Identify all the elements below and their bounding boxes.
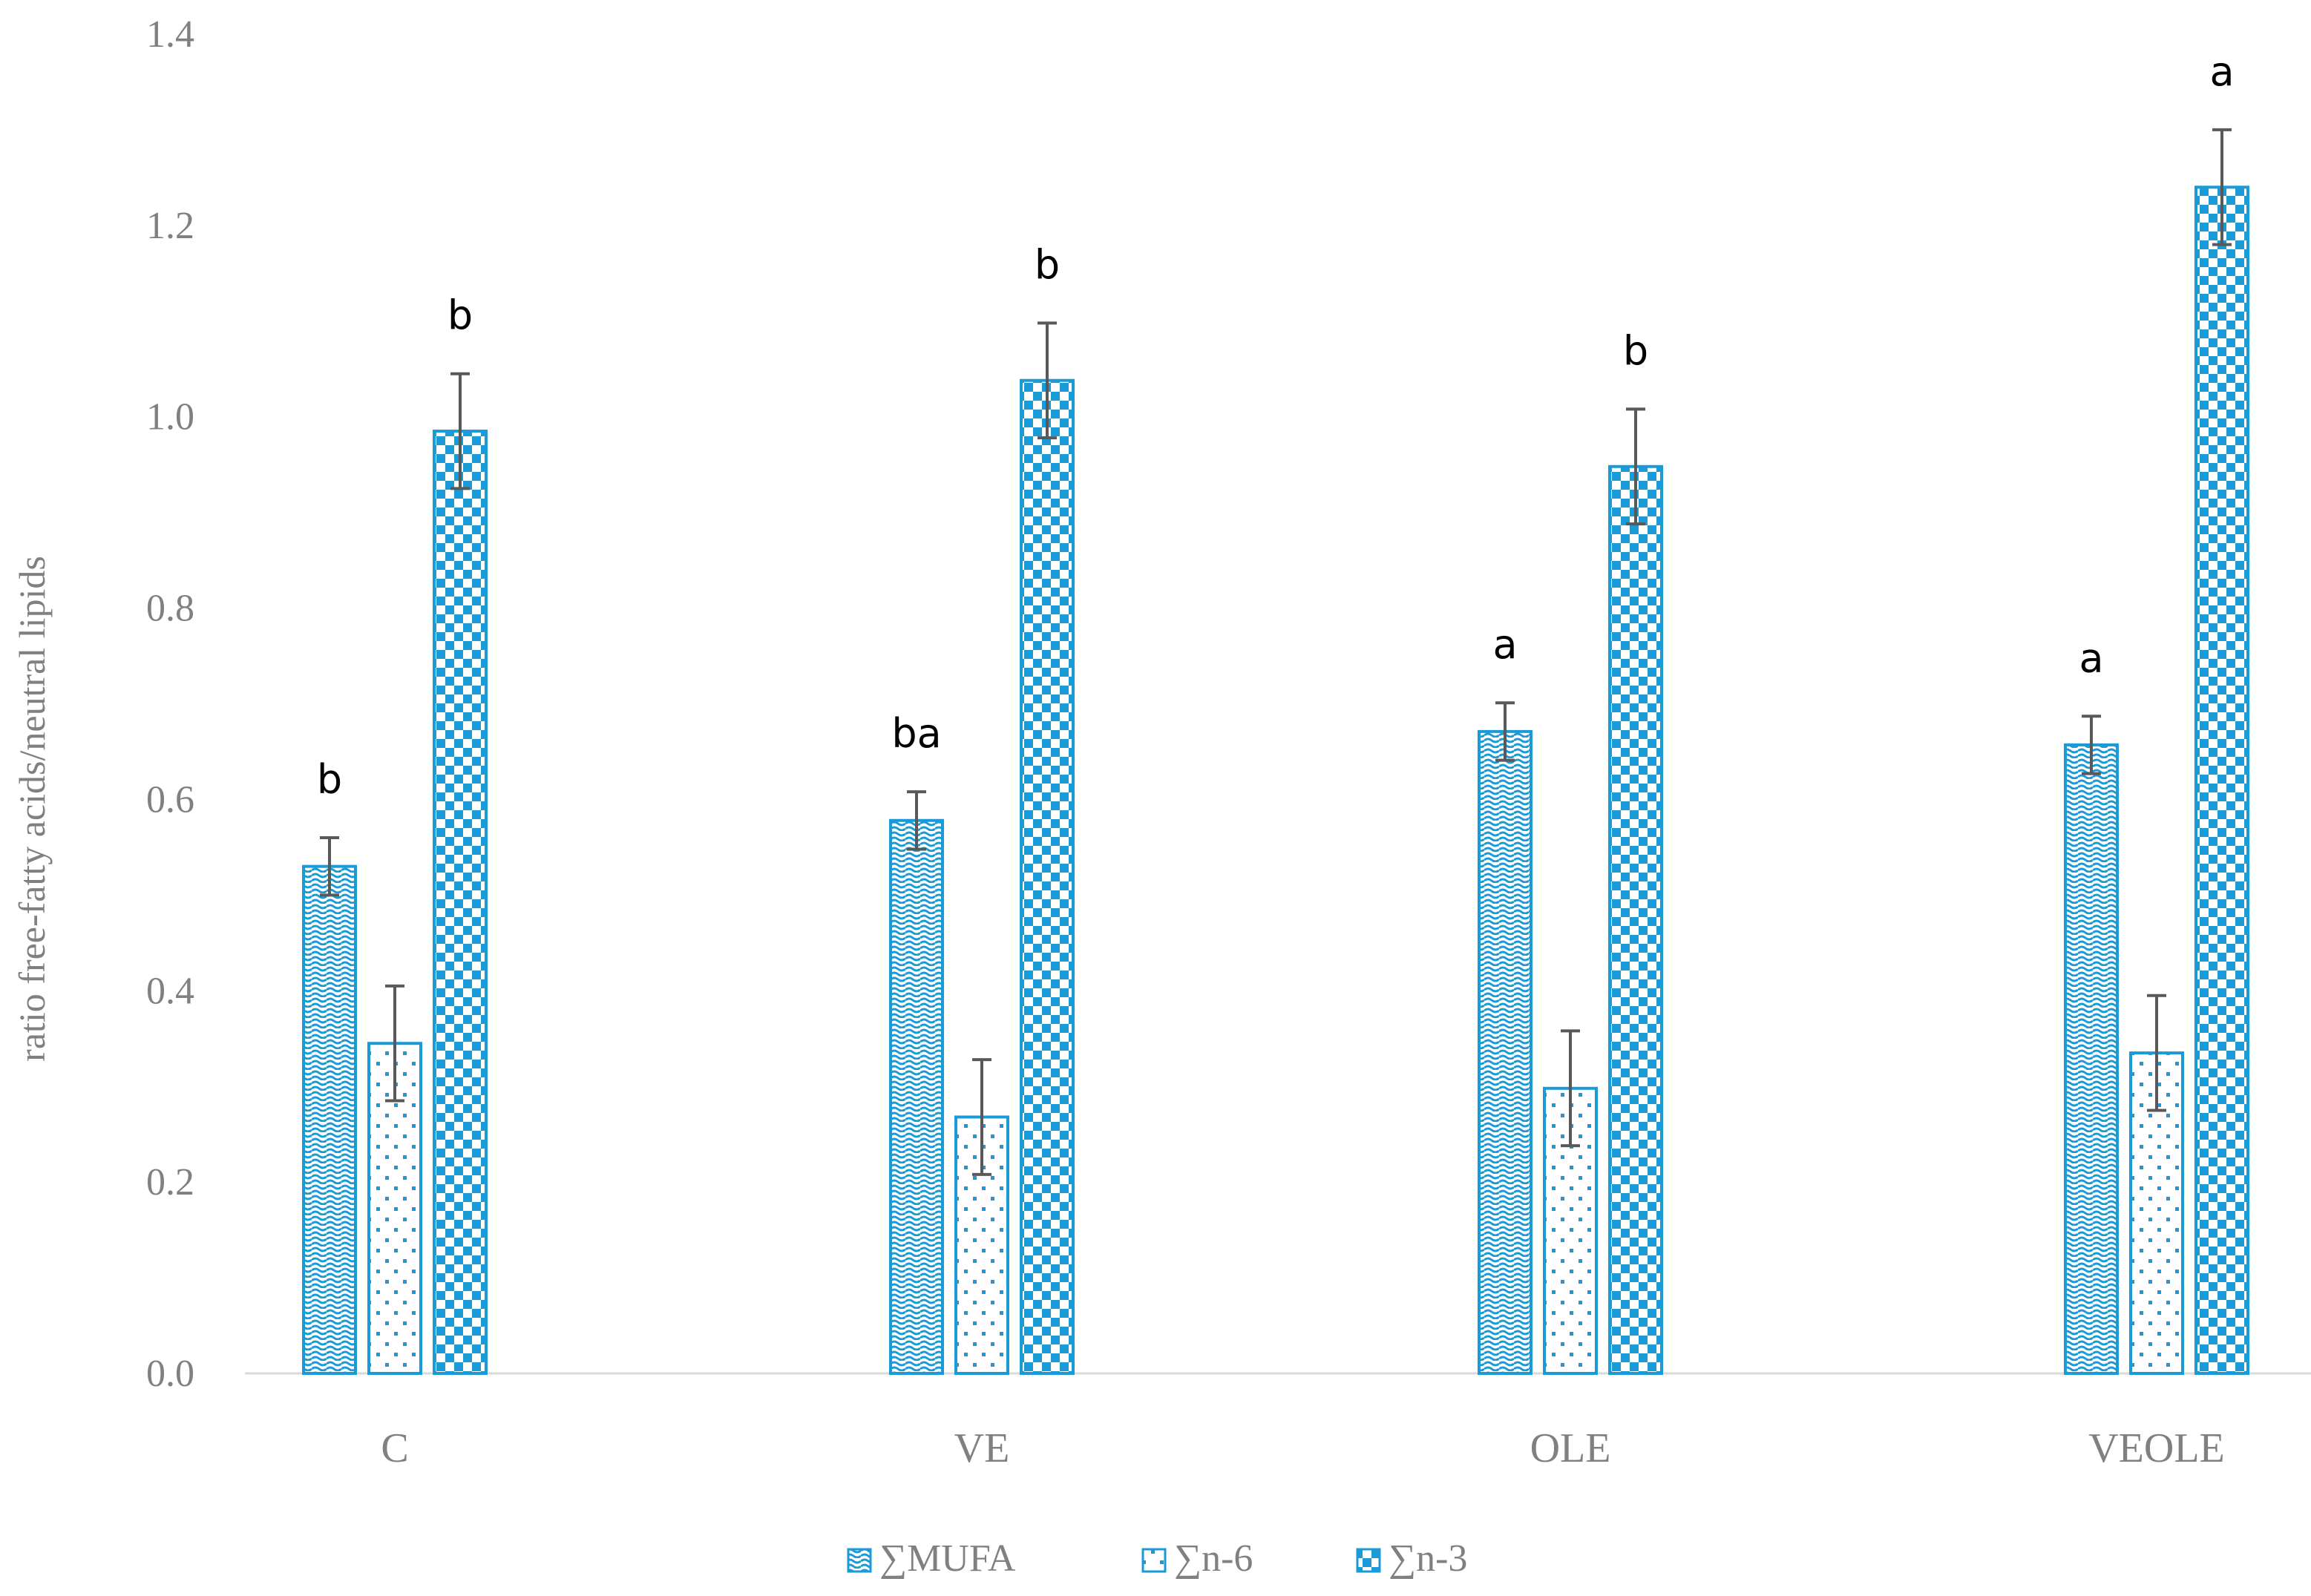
bar: [433, 430, 488, 1375]
y-tick-label: 0.4: [146, 970, 194, 1012]
error-bar: [907, 790, 926, 851]
bar: [302, 864, 357, 1375]
y-tick-label: 1.4: [146, 13, 194, 56]
error-bar: [2212, 128, 2232, 246]
error-bar: [1561, 1029, 1580, 1148]
y-tick-label: 0.8: [146, 588, 194, 630]
error-bar: [320, 836, 339, 897]
y-tick-label: 0.6: [146, 778, 194, 821]
error-bar: [450, 372, 470, 490]
x-tick-label: OLE: [1530, 1425, 1611, 1471]
significance-label: a: [2209, 48, 2234, 95]
error-bars: [320, 128, 2232, 1176]
x-tick-label: VE: [954, 1425, 1010, 1471]
y-axis-tick-labels: 0.0 0.2 0.4 0.6 0.8 1.0 1.2 1.4: [146, 13, 194, 1395]
y-tick-label: 0.0: [146, 1353, 194, 1395]
error-bar: [1626, 407, 1645, 526]
significance-label: ba: [891, 710, 941, 757]
legend-item-n3: ∑n-3: [1356, 1537, 1467, 1580]
bars: [302, 185, 2249, 1375]
bar: [2064, 743, 2119, 1375]
bar: [1478, 729, 1533, 1375]
error-bar: [385, 984, 404, 1103]
y-tick-label: 1.2: [146, 205, 194, 247]
y-tick-label: 1.0: [146, 396, 194, 439]
significance-label: a: [2079, 634, 2103, 681]
bar: [2194, 185, 2249, 1375]
legend-label-mufa: ∑MUFA: [879, 1537, 1016, 1580]
legend-label-n6: ∑n-6: [1174, 1537, 1253, 1580]
x-axis-tick-labels: C VE OLE VEOLE: [381, 1425, 2224, 1471]
significance-label: a: [1492, 621, 1517, 668]
x-tick-label: C: [381, 1425, 408, 1471]
error-bar: [972, 1058, 991, 1176]
y-tick-label: 0.2: [146, 1161, 194, 1203]
error-bar: [2147, 994, 2166, 1112]
bar: [1020, 378, 1075, 1375]
error-bar: [1495, 701, 1515, 762]
legend-swatch-n3: [1356, 1548, 1381, 1573]
legend-item-mufa: ∑MUFA: [847, 1537, 1016, 1580]
legend-item-n6: ∑n-6: [1141, 1537, 1253, 1580]
legend-swatch-n6: [1141, 1548, 1167, 1573]
y-axis-title: ratio free-fatty acids/neutral lipids: [11, 556, 53, 1062]
significance-label: b: [1035, 241, 1060, 288]
legend-swatch-mufa: [847, 1548, 872, 1573]
error-bar: [1038, 321, 1057, 440]
bar: [889, 818, 944, 1375]
significance-label: b: [1623, 327, 1648, 374]
significance-label: b: [448, 292, 473, 339]
legend: ∑MUFA ∑n-6 ∑n-3: [847, 1537, 1467, 1580]
bar: [1608, 464, 1663, 1375]
x-tick-label: VEOLE: [2088, 1425, 2225, 1471]
bar: [2129, 1051, 2184, 1375]
legend-label-n3: ∑n-3: [1389, 1537, 1467, 1580]
significance-label: b: [317, 756, 342, 803]
error-bar: [2082, 715, 2101, 775]
